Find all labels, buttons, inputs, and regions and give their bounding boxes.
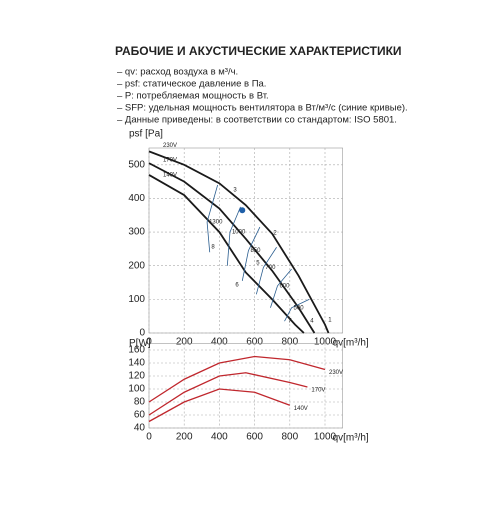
- note: – psf: статическое давление в Па.: [117, 79, 266, 90]
- sfp-curve: [226, 206, 241, 266]
- note: – qv: расход воздуха в м³/ч.: [117, 67, 238, 78]
- x-tick-label: 800: [281, 432, 298, 443]
- page-title: РАБОЧИЕ И АКУСТИЧЕСКИЕ ХАРАКТЕРИСТИКИ: [115, 44, 402, 58]
- note: – P: потребляемая мощность в Вт.: [117, 91, 269, 102]
- y-tick-label: 300: [128, 227, 145, 238]
- x-axis-label: qv[m³/h]: [333, 338, 369, 349]
- x-tick-label: 200: [176, 432, 193, 443]
- y-tick-label: 0: [139, 328, 145, 339]
- curve: [148, 388, 291, 423]
- x-tick-label: 0: [146, 337, 152, 348]
- annotation: 1: [328, 317, 332, 323]
- y-tick-label: 140: [128, 358, 145, 369]
- y-axis-label: P[W]: [129, 338, 151, 349]
- annotation: 8: [211, 244, 215, 250]
- operating-point: [239, 207, 246, 214]
- plot-area: [148, 343, 343, 429]
- curve: [148, 372, 308, 416]
- annotation: 3: [233, 187, 237, 193]
- annotation: 7: [288, 318, 292, 324]
- series-label: 140V: [163, 172, 177, 178]
- y-tick-label: 120: [128, 371, 145, 382]
- y-tick-label: 100: [128, 384, 145, 395]
- series-label: 140V: [294, 406, 308, 412]
- note: – SFP: удельная мощность вентилятора в В…: [117, 103, 408, 114]
- sfp-label: 600: [279, 283, 290, 289]
- sfp-curve: [206, 184, 219, 253]
- x-tick-label: 400: [211, 432, 228, 443]
- x-tick-label: 600: [246, 432, 263, 443]
- sfp-label: 850: [250, 248, 261, 254]
- y-tick-label: 160: [128, 345, 145, 356]
- y-tick-label: 80: [134, 397, 146, 408]
- y-tick-label: 200: [128, 260, 145, 271]
- sfp-label: 1000: [232, 230, 246, 236]
- curve: [148, 162, 316, 334]
- sfp-curve: [241, 226, 261, 281]
- x-tick-label: 400: [211, 337, 228, 348]
- curve: [148, 355, 326, 403]
- series-label: 170V: [311, 388, 325, 394]
- annotation: 6: [235, 282, 239, 288]
- x-tick-label: 600: [246, 337, 263, 348]
- sfp-label: 500: [294, 305, 305, 311]
- y-tick-label: 40: [134, 423, 146, 434]
- y-tick-label: 400: [128, 193, 145, 204]
- sfp-curve: [270, 268, 292, 308]
- y-tick-label: 60: [134, 410, 146, 421]
- annotation: 5: [256, 261, 260, 267]
- curve: [148, 174, 305, 334]
- x-tick-label: 0: [146, 432, 152, 443]
- series-label: 170V: [163, 158, 177, 164]
- x-tick-label: 200: [176, 337, 193, 348]
- series-label: 230V: [163, 143, 177, 149]
- annotation: 2: [273, 230, 277, 236]
- note: – Данные приведены: в соответствии со ст…: [117, 115, 397, 126]
- annotation: 4: [310, 318, 314, 324]
- sfp-label: 700: [265, 265, 276, 271]
- curve: [148, 150, 330, 334]
- sfp-curve: [284, 299, 310, 322]
- sfp-label: 1300: [209, 220, 223, 226]
- series-label: 230V: [329, 370, 343, 376]
- x-tick-label: 800: [281, 337, 298, 348]
- x-tick-label: 1000: [314, 337, 337, 348]
- y-tick-label: 500: [128, 159, 145, 170]
- sfp-curve: [255, 247, 277, 295]
- x-tick-label: 1000: [314, 432, 337, 443]
- x-axis-label: qv[m³/h]: [333, 433, 369, 444]
- y-axis-label: psf [Pa]: [129, 129, 163, 140]
- y-tick-label: 100: [128, 294, 145, 305]
